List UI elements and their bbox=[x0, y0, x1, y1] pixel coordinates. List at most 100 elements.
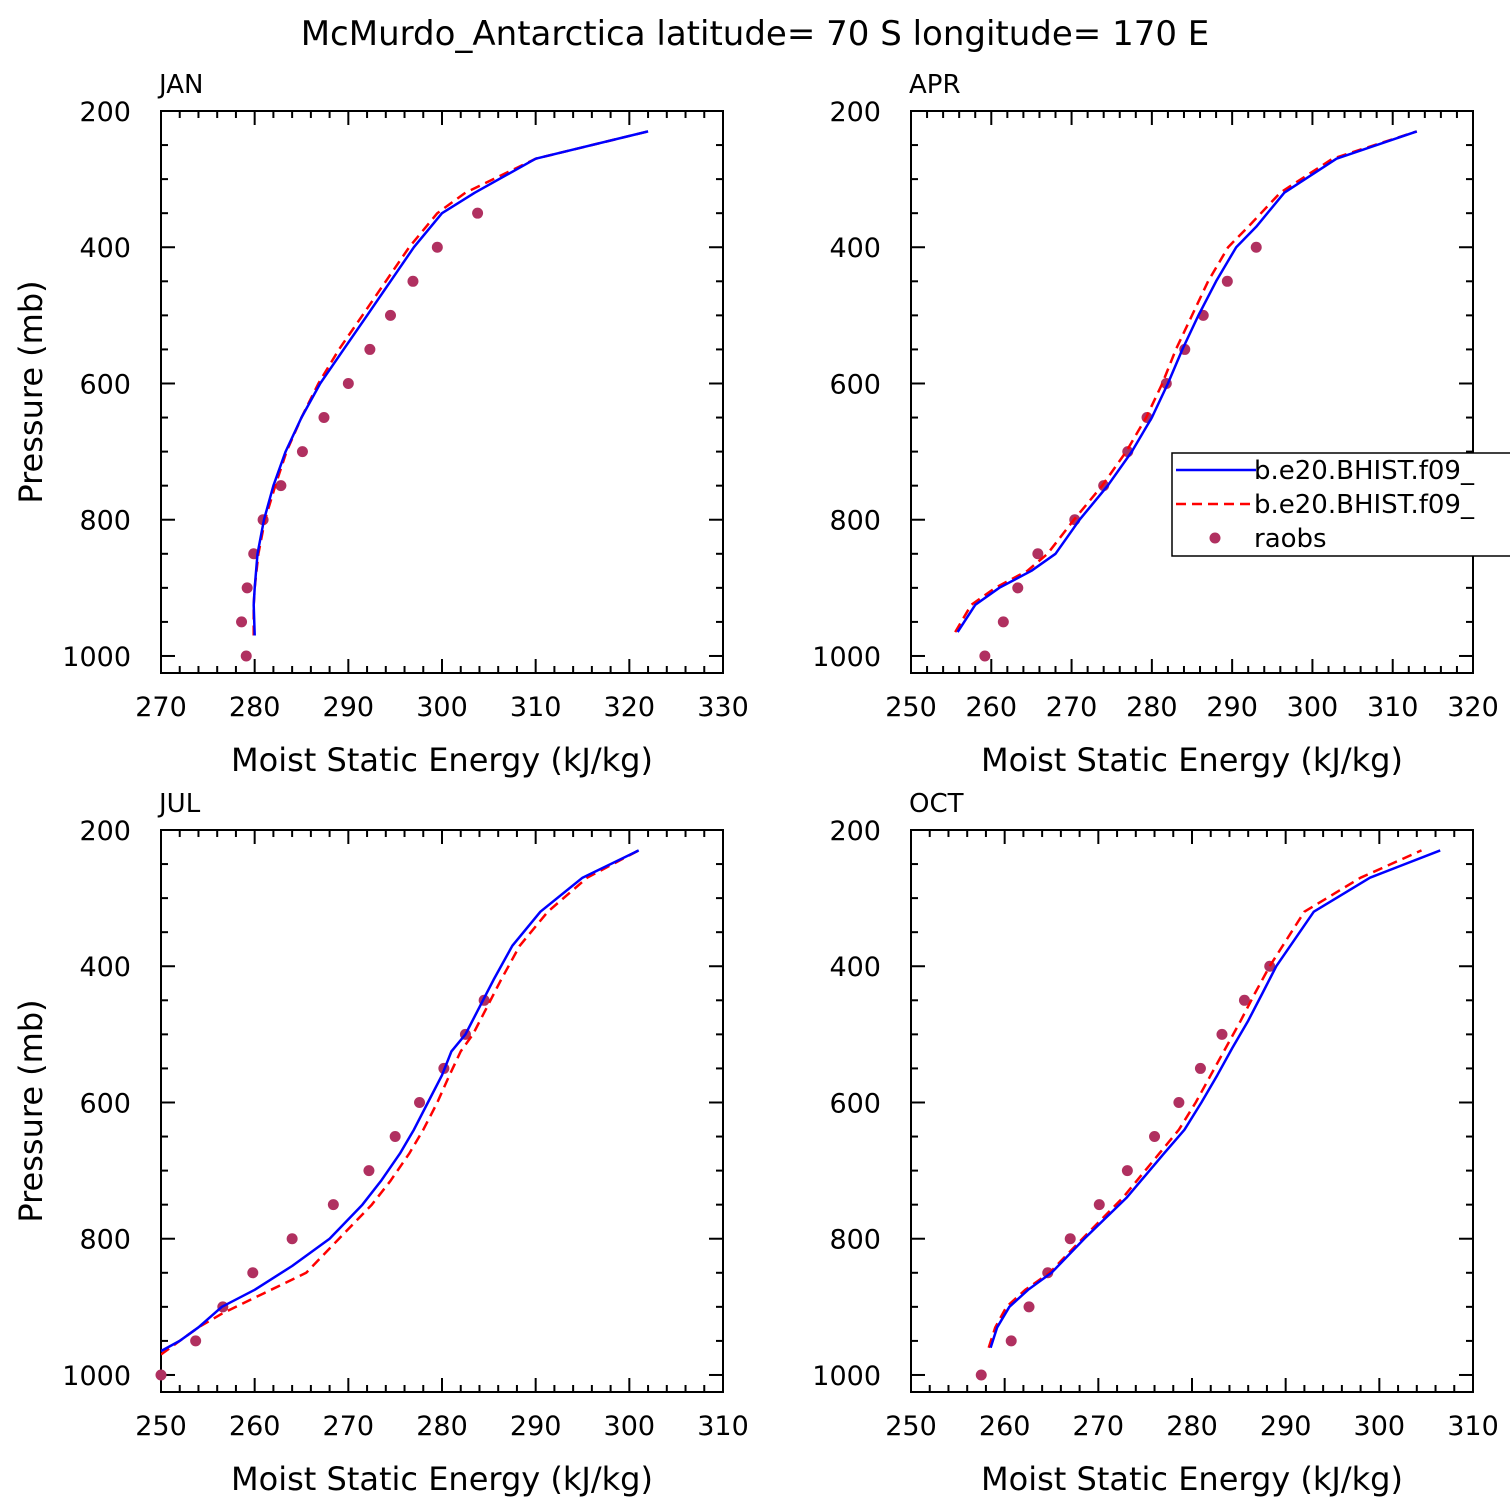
raobs-point bbox=[975, 1369, 987, 1381]
raobs-point bbox=[240, 650, 252, 662]
raobs-point bbox=[979, 650, 991, 662]
x-tick-label: 270 bbox=[323, 1411, 375, 1442]
y-tick-label: 400 bbox=[829, 233, 881, 264]
y-tick-label: 200 bbox=[79, 816, 131, 847]
x-tick-label: 300 bbox=[1354, 1411, 1406, 1442]
x-tick-label: 310 bbox=[1367, 692, 1419, 723]
y-axis-title: Pressure (mb) bbox=[12, 999, 50, 1222]
legend: b.e20.BHIST.f09_ b.e20.BHIST.f09_raobs bbox=[1171, 452, 1510, 557]
y-tick-label: 800 bbox=[79, 1225, 131, 1256]
raobs-point bbox=[1023, 1301, 1035, 1313]
x-tick-label: 300 bbox=[604, 1411, 656, 1442]
plot-frame bbox=[910, 110, 1474, 674]
y-tick-label: 1000 bbox=[812, 1361, 881, 1392]
x-tick-label: 310 bbox=[697, 1411, 749, 1442]
x-axis-title: Moist Static Energy (kJ/kg) bbox=[231, 741, 653, 779]
x-tick-label: 290 bbox=[1206, 692, 1258, 723]
y-tick-label: 600 bbox=[829, 1088, 881, 1119]
plot-frame bbox=[160, 829, 724, 1393]
panel-label: JAN bbox=[157, 70, 203, 100]
y-tick-label: 400 bbox=[79, 233, 131, 264]
panel-jan: JAN 270 280 290 300 310 320 330 200 400 600 800 1000… bbox=[12, 70, 749, 779]
x-tick-label: 320 bbox=[604, 692, 656, 723]
y-tick-label: 200 bbox=[829, 816, 881, 847]
series-line-solid bbox=[956, 130, 1418, 633]
raobs-point bbox=[1064, 1233, 1076, 1245]
raobs-point bbox=[1093, 1199, 1105, 1211]
y-tick-label: 800 bbox=[79, 506, 131, 537]
panel-apr: APR 250 260 270 280 290 300 310 320 200 400 600 800 1… bbox=[812, 70, 1510, 779]
raobs-point bbox=[1032, 548, 1044, 560]
raobs-point bbox=[342, 377, 354, 389]
raobs-point bbox=[1194, 1062, 1206, 1074]
raobs-point bbox=[431, 241, 443, 253]
raobs-point bbox=[236, 616, 248, 628]
legend-label: b.e20.BHIST.f09_ bbox=[1254, 456, 1475, 486]
panels: JAN 270 280 290 300 310 320 330 200 400 600 800 1000… bbox=[12, 70, 1510, 1498]
x-tick-label: 290 bbox=[1260, 1411, 1312, 1442]
legend-marker-dot bbox=[1209, 532, 1221, 544]
y-tick-label: 200 bbox=[79, 97, 131, 128]
x-axis-title: Moist Static Energy (kJ/kg) bbox=[231, 1460, 653, 1498]
x-tick-label: 290 bbox=[510, 1411, 562, 1442]
x-tick-label: 280 bbox=[1126, 692, 1178, 723]
series-line-dashed bbox=[161, 849, 640, 1356]
x-tick-label: 270 bbox=[135, 692, 187, 723]
x-tick-label: 250 bbox=[885, 1411, 937, 1442]
raobs-point bbox=[364, 343, 376, 355]
raobs-point bbox=[1250, 241, 1262, 253]
raobs-point bbox=[414, 1096, 426, 1108]
raobs-point bbox=[363, 1165, 375, 1177]
raobs-point bbox=[275, 480, 287, 492]
series-line-dashed bbox=[954, 130, 1418, 633]
y-axis-title: Pressure (mb) bbox=[12, 280, 50, 503]
x-tick-label: 260 bbox=[229, 1411, 281, 1442]
x-axis-title: Moist Static Energy (kJ/kg) bbox=[981, 1460, 1403, 1498]
x-tick-label: 330 bbox=[697, 692, 749, 723]
series-line-dashed bbox=[987, 849, 1423, 1349]
x-tick-label: 270 bbox=[1073, 1411, 1125, 1442]
x-tick-label: 280 bbox=[416, 1411, 468, 1442]
raobs-point bbox=[1121, 1165, 1133, 1177]
x-tick-label: 270 bbox=[1046, 692, 1098, 723]
y-tick-label: 400 bbox=[79, 952, 131, 983]
raobs-point bbox=[318, 412, 330, 424]
panel-oct: OCT 250 260 270 280 290 300 310 200 400 600 800 1000… bbox=[812, 789, 1498, 1498]
x-axis-title: Moist Static Energy (kJ/kg) bbox=[981, 741, 1403, 779]
y-tick-label: 800 bbox=[829, 506, 881, 537]
raobs-point bbox=[997, 616, 1009, 628]
panel-label: OCT bbox=[909, 789, 964, 819]
raobs-point bbox=[247, 1267, 259, 1279]
x-tick-label: 320 bbox=[1447, 692, 1499, 723]
x-tick-label: 250 bbox=[885, 692, 937, 723]
series-line-solid bbox=[161, 849, 640, 1353]
raobs-point bbox=[384, 309, 396, 321]
y-tick-label: 800 bbox=[829, 1225, 881, 1256]
x-tick-label: 300 bbox=[416, 692, 468, 723]
y-tick-label: 600 bbox=[79, 1088, 131, 1119]
x-tick-label: 260 bbox=[966, 692, 1018, 723]
figure-title: McMurdo_Antarctica latitude= 70 S longit… bbox=[301, 14, 1210, 54]
raobs-point bbox=[190, 1335, 202, 1347]
panel-label: JUL bbox=[157, 789, 201, 819]
raobs-point bbox=[241, 582, 253, 594]
x-tick-label: 310 bbox=[1447, 1411, 1499, 1442]
x-tick-label: 280 bbox=[229, 692, 281, 723]
raobs-point bbox=[1221, 275, 1233, 287]
raobs-point bbox=[286, 1233, 298, 1245]
x-tick-label: 310 bbox=[510, 692, 562, 723]
raobs-point bbox=[389, 1131, 401, 1143]
x-tick-label: 280 bbox=[1166, 1411, 1218, 1442]
raobs-point bbox=[472, 207, 484, 219]
y-tick-label: 200 bbox=[829, 97, 881, 128]
y-tick-label: 600 bbox=[829, 369, 881, 400]
raobs-point bbox=[1216, 1028, 1228, 1040]
raobs-point bbox=[407, 275, 419, 287]
y-tick-label: 600 bbox=[79, 369, 131, 400]
series-line-solid bbox=[989, 849, 1441, 1349]
raobs-point bbox=[155, 1369, 167, 1381]
panel-jul: JUL 250 260 270 280 290 300 310 200 400 600 800 1000… bbox=[12, 789, 749, 1498]
series-line-solid bbox=[252, 130, 649, 636]
x-tick-label: 300 bbox=[1287, 692, 1339, 723]
